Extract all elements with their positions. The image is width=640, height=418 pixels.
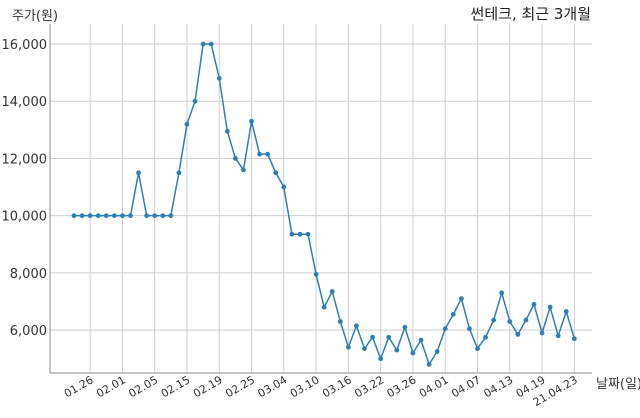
data-point (563, 309, 569, 314)
x-axis-label: 날짜(일) (596, 377, 640, 392)
x-tick-label: 02.19 (191, 373, 225, 400)
data-point (128, 213, 133, 219)
series-line (74, 43, 576, 367)
data-point (450, 311, 456, 317)
data-point (208, 41, 214, 47)
x-tick-labels: 01.2602.0102.0502.1502.1902.2503.0403.10… (62, 373, 580, 409)
data-point (87, 213, 93, 219)
data-point (265, 151, 271, 157)
data-point (370, 334, 375, 340)
y-tick-label: 12,000 (2, 152, 48, 167)
data-point (523, 317, 529, 323)
data-point (571, 336, 577, 342)
data-point (144, 213, 150, 219)
data-point (378, 356, 384, 362)
x-tick-label: 03.26 (385, 373, 419, 400)
y-tick-label: 16,000 (2, 38, 48, 53)
data-point (434, 349, 440, 354)
data-point (120, 213, 125, 219)
y-axis-label: 주가(원) (12, 9, 58, 24)
data-point (152, 213, 158, 219)
y-tick-label: 14,000 (2, 95, 48, 110)
data-point (345, 344, 351, 350)
data-point (79, 213, 85, 219)
data-point (313, 271, 319, 277)
data-point (184, 121, 190, 127)
series-path (74, 43, 576, 367)
data-points (71, 41, 577, 367)
data-point (71, 213, 77, 219)
data-point (547, 304, 553, 310)
x-tick-label: 03.22 (352, 373, 386, 400)
data-point (289, 231, 295, 237)
data-point (329, 289, 335, 294)
data-point (297, 231, 303, 237)
data-point (491, 317, 497, 323)
data-point (442, 326, 448, 332)
data-point (410, 350, 416, 356)
chart-title: 썬테크, 최근 3개월 (471, 5, 591, 23)
data-point (531, 301, 537, 307)
data-point (386, 334, 392, 340)
data-point (475, 346, 480, 352)
data-point (160, 213, 166, 219)
data-point (499, 290, 505, 296)
data-point (402, 324, 408, 330)
data-point (216, 75, 222, 81)
x-tick-label: 04.07 (449, 373, 483, 400)
x-tick-label: 03.10 (288, 373, 322, 400)
data-point (539, 330, 545, 336)
data-point (249, 118, 254, 124)
data-point (418, 337, 424, 343)
data-point (233, 156, 238, 161)
data-point (362, 346, 367, 352)
data-point (354, 323, 359, 329)
data-point (176, 170, 182, 176)
y-tick-labels: 6,000 8,000 10,000 12,000 14,000 16,000 (2, 38, 48, 339)
data-point (281, 184, 287, 190)
data-point (305, 231, 311, 237)
data-point (168, 213, 174, 219)
axes (49, 24, 592, 374)
x-tick-label: 02.01 (94, 373, 128, 400)
data-point (458, 296, 464, 302)
data-point (394, 347, 400, 353)
data-point (241, 167, 246, 173)
y-tick-label: 8,000 (10, 267, 47, 282)
data-point (515, 331, 521, 337)
y-tick-label: 10,000 (2, 210, 48, 225)
x-tick-label: 01.26 (62, 373, 96, 400)
data-point (192, 98, 198, 104)
x-tick-label: 02.15 (159, 373, 193, 400)
data-point (467, 326, 472, 332)
x-tick-label: 02.05 (126, 373, 160, 400)
data-point (200, 41, 206, 47)
x-tick-label: 03.16 (320, 373, 354, 400)
y-tick-label: 6,000 (10, 324, 47, 339)
x-tick-label: 02.25 (223, 373, 257, 400)
data-point (321, 304, 327, 310)
data-point (103, 213, 109, 219)
data-point (224, 128, 230, 134)
data-point (136, 170, 141, 176)
data-point (257, 151, 263, 157)
data-point (111, 213, 117, 219)
x-tick-label: 04.01 (417, 373, 451, 400)
data-point (483, 334, 488, 340)
x-tick-label: 04.13 (482, 373, 516, 400)
x-tick-label: 03.04 (256, 373, 290, 400)
data-point (426, 362, 432, 367)
data-point (95, 213, 101, 219)
data-point (337, 319, 343, 324)
data-point (507, 319, 513, 324)
data-point (555, 333, 561, 339)
data-point (273, 170, 279, 176)
